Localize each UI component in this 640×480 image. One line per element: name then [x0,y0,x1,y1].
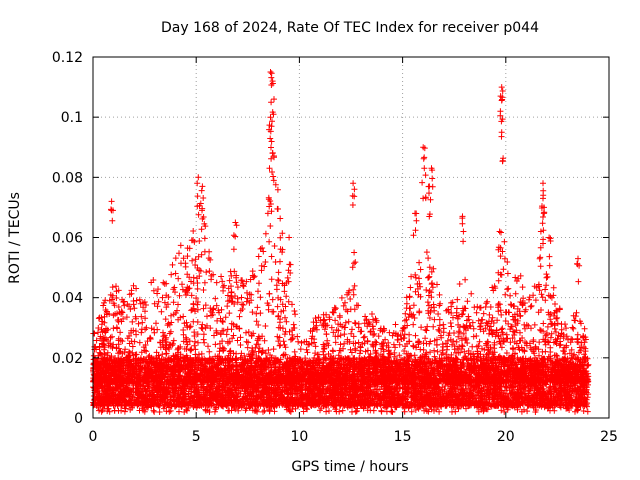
data-points [90,69,592,415]
data-point [323,408,330,415]
data-point [176,408,182,415]
data-point [111,407,118,414]
data-point [580,408,587,414]
data-point [156,409,163,415]
data-point [326,408,332,414]
chart-title: Day 168 of 2024, Rate Of TEC Index for r… [161,20,539,36]
data-point [389,409,396,415]
data-point [260,408,266,415]
data-point [452,408,459,415]
data-point [151,408,158,415]
